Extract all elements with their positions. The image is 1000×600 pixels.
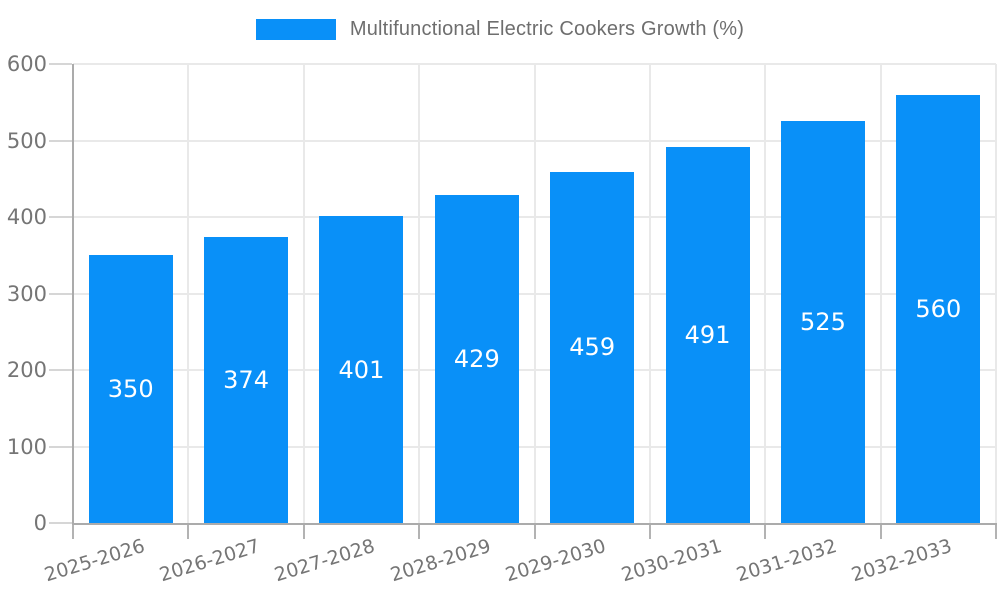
x-axis-tick	[995, 525, 997, 539]
bar-value-label: 374	[223, 365, 269, 394]
y-axis-tick	[49, 522, 72, 524]
legend: Multifunctional Electric Cookers Growth …	[0, 18, 1000, 41]
bar: 459	[550, 171, 635, 523]
x-axis-label: 2029-2030	[503, 535, 609, 587]
x-axis-tick	[302, 525, 305, 539]
y-axis-tick	[49, 216, 72, 218]
bar-value-label: 560	[915, 294, 962, 323]
gridline-vertical	[648, 64, 651, 523]
x-axis-tick	[879, 525, 882, 539]
y-axis-tick	[49, 63, 72, 65]
x-axis-tick	[418, 525, 421, 539]
legend-item[interactable]: Multifunctional Electric Cookers Growth …	[255, 18, 745, 41]
bar-value-label: 459	[569, 333, 616, 362]
x-axis-label: 2031-2032	[733, 535, 840, 587]
bar: 350	[88, 255, 173, 523]
bar: 401	[319, 216, 404, 523]
gridline-vertical	[533, 64, 536, 523]
bar-value-label: 491	[684, 321, 731, 350]
gridline-vertical	[995, 64, 997, 523]
y-axis-line	[72, 64, 74, 525]
bar-value-label: 401	[338, 355, 385, 384]
bar-value-label: 350	[107, 375, 154, 404]
y-axis-label: 100	[6, 434, 47, 459]
chart-title: Multifunctional Electric Cookers Growth …	[349, 18, 745, 40]
x-axis-label: 2027-2028	[272, 535, 378, 587]
y-axis-tick	[49, 445, 72, 448]
x-axis-tick	[533, 525, 536, 539]
y-axis-label: 600	[6, 52, 47, 76]
x-axis-tick	[764, 525, 767, 539]
x-axis-label: 2032-2033	[849, 535, 955, 587]
x-axis-label: 2030-2031	[618, 535, 724, 587]
y-axis-label: 300	[6, 281, 47, 306]
bar: 374	[204, 236, 289, 523]
x-axis-label: 2026-2027	[157, 535, 263, 587]
gridline-vertical	[764, 64, 767, 523]
bar: 525	[780, 121, 865, 523]
y-axis-tick	[49, 139, 72, 142]
y-axis-tick	[49, 292, 72, 295]
y-axis-tick	[49, 369, 72, 371]
x-axis-label: 2028-2029	[387, 535, 494, 587]
gridline-vertical	[418, 64, 421, 523]
x-axis-tick	[648, 525, 651, 539]
bar: 429	[434, 194, 519, 523]
gridline-vertical	[187, 64, 190, 523]
x-axis-tick	[72, 525, 74, 539]
bar: 560	[896, 94, 981, 523]
y-axis-label: 400	[6, 205, 47, 229]
x-axis-tick	[187, 525, 190, 539]
y-axis-label: 500	[6, 128, 47, 153]
gridline-vertical	[879, 64, 882, 523]
bar-value-label: 429	[453, 344, 500, 373]
gridline-vertical	[302, 64, 305, 523]
x-axis-line	[72, 523, 997, 525]
y-axis-label: 0	[33, 511, 47, 535]
legend-swatch	[255, 19, 336, 40]
x-axis-label: 2025-2026	[41, 535, 148, 587]
bar: 491	[665, 147, 750, 523]
plot-area: 350 374 401 429 459 491 525 560	[73, 63, 997, 523]
bar-value-label: 525	[800, 308, 846, 337]
y-axis-label: 200	[6, 358, 47, 382]
